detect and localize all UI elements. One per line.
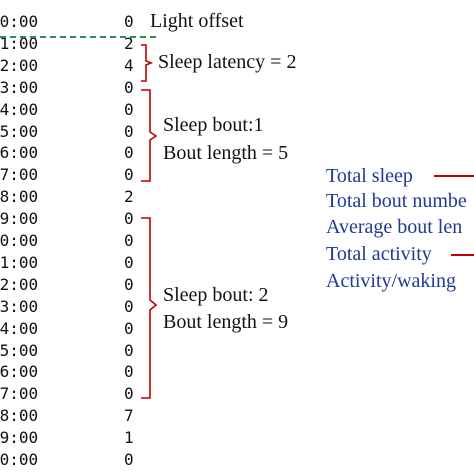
table-row: 11:00 0 bbox=[0, 252, 150, 274]
sleep-bout-2-title: Sleep bout: 2 bbox=[163, 284, 269, 306]
light-offset-label: Light offset bbox=[150, 10, 244, 32]
time-cell: 17:00 bbox=[0, 384, 39, 404]
summary-total-activity: Total activity bbox=[326, 243, 432, 265]
count-cell: 0 bbox=[124, 340, 134, 360]
time-cell: 04:00 bbox=[0, 99, 39, 119]
time-cell: 05:00 bbox=[0, 121, 39, 141]
table-row: 13:00 0 bbox=[0, 296, 150, 318]
time-cell: 07:00 bbox=[0, 165, 39, 185]
time-cell: 01:00 bbox=[0, 33, 39, 53]
table-row: 16:00 0 bbox=[0, 361, 150, 383]
table-row: 03:00 0 bbox=[0, 77, 150, 99]
time-cell: 02:00 bbox=[0, 55, 39, 75]
count-cell: 7 bbox=[124, 406, 134, 426]
table-row: 18:00 7 bbox=[0, 405, 150, 427]
count-cell: 0 bbox=[124, 384, 134, 404]
table-row: 07:00 0 bbox=[0, 164, 150, 186]
table-row: 08:00 2 bbox=[0, 186, 150, 208]
count-cell: 0 bbox=[124, 77, 134, 97]
table-row: 20:00 0 bbox=[0, 449, 150, 471]
count-cell: 0 bbox=[124, 318, 134, 338]
count-cell: 0 bbox=[124, 121, 134, 141]
count-cell: 2 bbox=[124, 33, 134, 53]
count-cell: 0 bbox=[124, 231, 134, 250]
sleep-bout-2-bracket bbox=[141, 217, 158, 399]
count-cell: 2 bbox=[124, 187, 134, 207]
summary-total-sleep: Total sleep bbox=[326, 165, 413, 187]
summary-activity-waking: Activity/waking bbox=[326, 270, 456, 292]
summary-average-bout-length: Average bout len bbox=[326, 216, 463, 238]
time-cell: 18:00 bbox=[0, 406, 39, 426]
table-row: 00:00 0 bbox=[0, 11, 150, 33]
count-cell: 0 bbox=[124, 362, 134, 382]
time-cell: 00:00 bbox=[0, 12, 39, 31]
table-row: 15:00 0 bbox=[0, 340, 150, 362]
time-cell: 06:00 bbox=[0, 143, 39, 163]
table-row: 04:00 0 bbox=[0, 99, 150, 121]
count-cell: 0 bbox=[124, 274, 134, 294]
sleep-latency-bracket bbox=[141, 44, 154, 82]
count-cell: 0 bbox=[124, 165, 134, 185]
count-cell: 0 bbox=[124, 296, 134, 316]
table-row: 12:00 0 bbox=[0, 274, 150, 296]
time-cell: 19:00 bbox=[0, 428, 39, 448]
table-row: 05:00 0 bbox=[0, 121, 150, 143]
count-cell: 4 bbox=[124, 55, 134, 75]
time-cell: 09:00 bbox=[0, 209, 39, 229]
table-row: 19:00 1 bbox=[0, 427, 150, 449]
table-row: 14:00 0 bbox=[0, 318, 150, 340]
count-cell: 0 bbox=[124, 143, 134, 163]
sleep-bout-1-bracket bbox=[141, 89, 158, 182]
count-cell: 0 bbox=[124, 12, 134, 31]
sleep-bout-1-length: Bout length = 5 bbox=[163, 142, 289, 164]
time-cell: 03:00 bbox=[0, 77, 39, 97]
count-cell: 0 bbox=[124, 209, 134, 229]
time-cell: 12:00 bbox=[0, 274, 39, 294]
table-row: 10:00 0 bbox=[0, 230, 150, 252]
time-cell: 14:00 bbox=[0, 318, 39, 338]
summary-total-bout-number: Total bout numbe bbox=[326, 190, 467, 212]
time-cell: 13:00 bbox=[0, 296, 39, 316]
sleep-latency-label: Sleep latency = 2 bbox=[158, 51, 297, 73]
table-row: 06:00 0 bbox=[0, 142, 150, 164]
time-cell: 16:00 bbox=[0, 362, 39, 382]
count-cell: 0 bbox=[124, 252, 134, 272]
table-row: 09:00 0 bbox=[0, 208, 150, 230]
count-cell: 1 bbox=[124, 428, 134, 448]
count-cell: 0 bbox=[124, 99, 134, 119]
sleep-bout-2-length: Bout length = 9 bbox=[163, 311, 289, 333]
table-row: 17:00 0 bbox=[0, 383, 150, 405]
time-cell: 20:00 bbox=[0, 450, 39, 469]
time-cell: 10:00 bbox=[0, 231, 39, 250]
time-cell: 11:00 bbox=[0, 252, 39, 272]
table-row: 01:00 2 bbox=[0, 33, 150, 55]
sleep-bout-1-title: Sleep bout:1 bbox=[163, 114, 264, 136]
count-cell: 0 bbox=[124, 450, 134, 469]
table-row: 02:00 4 bbox=[0, 55, 150, 77]
time-cell: 15:00 bbox=[0, 340, 39, 360]
time-cell: 08:00 bbox=[0, 187, 39, 207]
